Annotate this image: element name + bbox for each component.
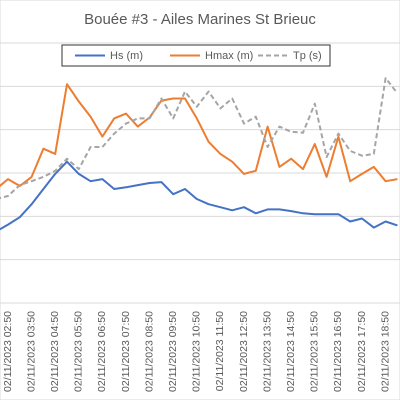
x-tick-label: 02/11/2023 18:50 [379, 311, 391, 392]
x-tick-label: 02/11/2023 10:50 [191, 311, 203, 392]
x-tick-label: 02/11/2023 08:50 [143, 311, 155, 392]
x-tick-label: 02/11/2023 15:50 [309, 311, 321, 392]
x-tick-label: 02/11/2023 02:50 [2, 311, 14, 392]
legend-label: Hmax (m) [205, 50, 253, 62]
x-tick-label: 02/11/2023 06:50 [96, 311, 108, 392]
x-tick-label: 02/11/2023 13:50 [261, 311, 273, 392]
x-tick-label: 02/11/2023 04:50 [49, 311, 61, 392]
x-tick-label: 02/11/2023 09:50 [167, 311, 179, 392]
x-tick-label: 02/11/2023 03:50 [25, 311, 37, 392]
series-line [0, 83, 398, 188]
legend-label: Hs (m) [110, 50, 143, 62]
x-tick-label: 02/11/2023 05:50 [73, 311, 85, 392]
x-tick-label: 02/11/2023 16:50 [332, 311, 344, 392]
series-line [0, 77, 399, 200]
legend-label: Tp (s) [293, 50, 322, 62]
x-tick-label: 02/11/2023 07:50 [120, 311, 132, 392]
x-tick-label: 02/11/2023 14:50 [285, 311, 297, 392]
x-tick-label: 02/11/2023 17:50 [356, 311, 368, 392]
chart-title: Bouée #3 - Ailes Marines St Brieuc [84, 11, 316, 28]
series-line [0, 160, 398, 231]
x-tick-label: 02/11/2023 12:50 [238, 311, 250, 392]
x-tick-label: 02/11/2023 11:50 [214, 311, 226, 391]
